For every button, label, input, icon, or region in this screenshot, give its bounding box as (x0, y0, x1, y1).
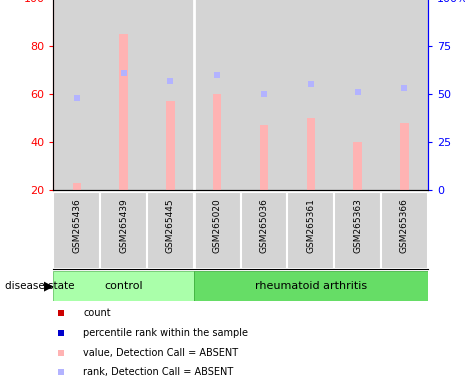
Text: GSM265361: GSM265361 (306, 198, 315, 253)
Text: GSM265036: GSM265036 (259, 198, 268, 253)
Bar (381, 0, 428, 190)
Text: value, Detection Call = ABSENT: value, Detection Call = ABSENT (83, 348, 239, 358)
Bar (194, 0, 241, 190)
Text: GSM265439: GSM265439 (119, 198, 128, 253)
Text: disease state: disease state (5, 281, 74, 291)
Bar (53, 271, 194, 301)
Bar (240, 0, 287, 190)
Bar (73, 183, 81, 190)
Text: GSM265445: GSM265445 (166, 198, 175, 253)
Bar (260, 125, 268, 190)
Bar (287, 0, 334, 190)
Bar (53, 192, 100, 269)
Text: rheumatoid arthritis: rheumatoid arthritis (255, 281, 367, 291)
Text: percentile rank within the sample: percentile rank within the sample (83, 328, 248, 338)
Text: GSM265366: GSM265366 (400, 198, 409, 253)
Bar (334, 192, 381, 269)
Bar (306, 118, 315, 190)
Bar (120, 34, 128, 190)
Bar (147, 0, 194, 190)
Bar (241, 192, 287, 269)
Bar (194, 192, 241, 269)
Bar (287, 192, 334, 269)
Bar (213, 94, 221, 190)
Text: rank, Detection Call = ABSENT: rank, Detection Call = ABSENT (83, 367, 234, 377)
Text: GSM265020: GSM265020 (213, 198, 222, 253)
Bar (194, 271, 428, 301)
Bar (353, 142, 362, 190)
Bar (53, 0, 100, 190)
Text: ▶: ▶ (44, 280, 53, 293)
Bar (381, 192, 428, 269)
Bar (100, 192, 147, 269)
Text: control: control (104, 281, 143, 291)
Text: GSM265436: GSM265436 (73, 198, 81, 253)
Bar (166, 101, 175, 190)
Bar (334, 0, 381, 190)
Bar (100, 0, 147, 190)
Text: count: count (83, 308, 111, 318)
Bar (400, 123, 409, 190)
Bar (147, 192, 194, 269)
Text: GSM265363: GSM265363 (353, 198, 362, 253)
